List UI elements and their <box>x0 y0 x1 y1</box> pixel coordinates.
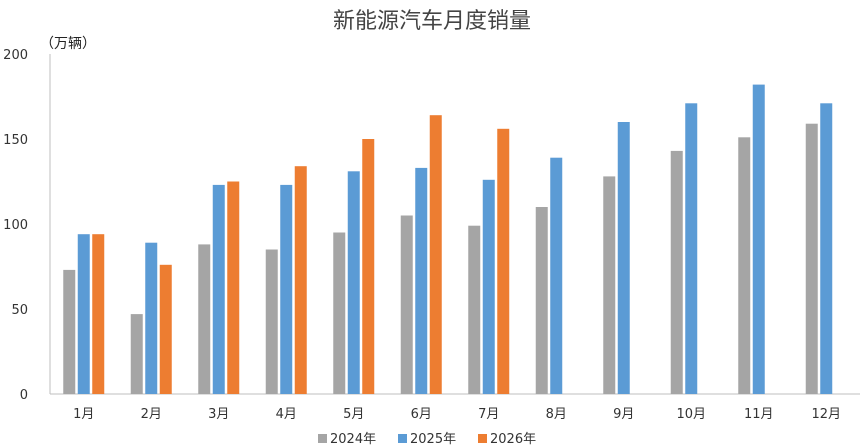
bar <box>212 184 225 394</box>
bar <box>550 157 563 394</box>
bar <box>400 215 413 394</box>
legend-swatch <box>318 434 327 443</box>
y-tick-label: 150 <box>3 133 28 148</box>
bar <box>805 123 818 394</box>
x-tick-label: 8月 <box>546 407 567 422</box>
bar <box>77 234 90 394</box>
bar <box>603 176 616 394</box>
legend-label: 2026年 <box>490 432 536 447</box>
y-unit-label: （万辆） <box>40 36 96 52</box>
x-tick-label: 1月 <box>73 407 94 422</box>
chart-title: 新能源汽车月度销量 <box>333 9 531 34</box>
bar <box>482 179 495 394</box>
bar <box>227 181 240 394</box>
x-axis-ticks: 1月 2月 3月 4月 5月 6月 7月 8月 9月 10月 11月 12月 <box>73 407 841 422</box>
legend-label: 2025年 <box>410 432 456 447</box>
bar <box>535 207 548 394</box>
x-tick-label: 3月 <box>208 407 229 422</box>
bar <box>130 314 143 394</box>
y-tick-label: 200 <box>3 48 28 63</box>
bar <box>159 264 172 394</box>
y-tick-label: 50 <box>11 303 28 318</box>
bar <box>362 139 375 394</box>
y-tick-label: 100 <box>3 218 28 233</box>
bar <box>468 225 481 394</box>
bar <box>497 128 510 395</box>
bar <box>294 166 307 394</box>
legend-swatch <box>478 434 487 443</box>
y-axis-ticks: 0 50 100 150 200 <box>3 48 28 403</box>
x-tick-label: 2月 <box>141 407 162 422</box>
legend: 2024年 2025年 2026年 <box>318 432 536 447</box>
bars-group <box>63 84 833 395</box>
bar <box>752 84 765 394</box>
bar <box>617 122 630 394</box>
x-tick-label: 9月 <box>613 407 634 422</box>
legend-label: 2024年 <box>330 432 376 447</box>
bar <box>738 137 751 395</box>
x-tick-label: 5月 <box>343 407 364 422</box>
x-tick-label: 6月 <box>411 407 432 422</box>
bar <box>63 269 76 394</box>
bar <box>347 171 360 394</box>
bar <box>820 103 833 395</box>
bar <box>670 150 683 394</box>
x-tick-label: 12月 <box>811 407 841 422</box>
legend-swatch <box>398 434 407 443</box>
bar <box>198 244 211 394</box>
x-tick-label: 10月 <box>676 407 706 422</box>
bar <box>145 242 158 394</box>
x-tick-label: 4月 <box>276 407 297 422</box>
bar <box>685 103 698 395</box>
bar <box>280 184 293 394</box>
bar <box>415 167 428 394</box>
x-tick-label: 7月 <box>478 407 499 422</box>
bar <box>333 232 346 394</box>
bar <box>265 249 278 394</box>
bar <box>92 234 105 394</box>
bar <box>429 115 442 394</box>
y-tick-label: 0 <box>20 388 28 403</box>
x-tick-label: 11月 <box>744 407 774 422</box>
